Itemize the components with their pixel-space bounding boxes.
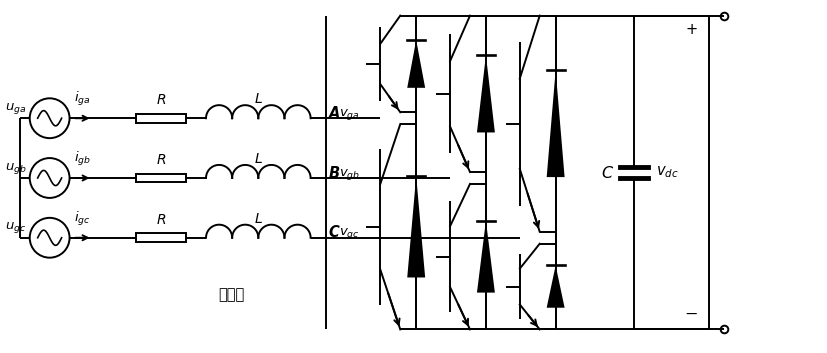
Polygon shape	[477, 55, 495, 132]
Bar	[136, 174, 186, 183]
Polygon shape	[547, 70, 565, 177]
Text: A: A	[328, 106, 340, 121]
Bar	[136, 114, 186, 123]
Text: $C$: $C$	[601, 164, 614, 180]
Text: $i_{gb}$: $i_{gb}$	[74, 150, 91, 168]
Text: $L$: $L$	[254, 212, 263, 226]
Text: $+$: $+$	[685, 22, 697, 37]
Text: $v_{ga}$: $v_{ga}$	[340, 107, 361, 122]
Text: $u_{ga}$: $u_{ga}$	[6, 101, 26, 116]
Text: $R$: $R$	[156, 153, 166, 167]
Text: $R$: $R$	[156, 93, 166, 107]
Polygon shape	[407, 40, 425, 88]
Text: $R$: $R$	[156, 213, 166, 227]
Text: 交流侧: 交流侧	[218, 287, 244, 302]
Text: $u_{gb}$: $u_{gb}$	[5, 161, 26, 175]
Text: $i_{gc}$: $i_{gc}$	[74, 210, 91, 228]
Polygon shape	[547, 265, 565, 308]
Text: B: B	[328, 166, 340, 180]
Text: $v_{dc}$: $v_{dc}$	[657, 164, 679, 180]
Text: $L$: $L$	[254, 152, 263, 166]
Text: $u_{gc}$: $u_{gc}$	[6, 220, 26, 235]
Text: $v_{gb}$: $v_{gb}$	[340, 167, 361, 181]
Text: $-$: $-$	[684, 306, 698, 321]
Polygon shape	[477, 221, 495, 293]
Text: $i_{ga}$: $i_{ga}$	[74, 90, 91, 108]
Polygon shape	[407, 176, 425, 277]
Bar	[136, 233, 186, 242]
Text: $L$: $L$	[254, 92, 263, 106]
Text: $v_{gc}$: $v_{gc}$	[340, 226, 361, 241]
Text: C: C	[328, 225, 339, 240]
